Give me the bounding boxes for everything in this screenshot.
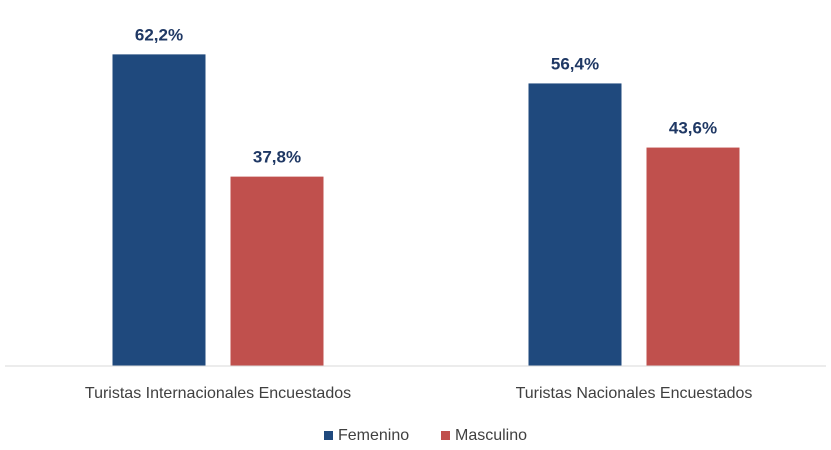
value-label-masculino-internacionales: 37,8% (253, 148, 301, 167)
value-label-femenino-nacionales: 56,4% (551, 54, 599, 73)
legend: Femenino Masculino (324, 427, 527, 444)
bar-femenino-nacionales (528, 83, 622, 366)
legend-swatch-masculino (441, 431, 450, 440)
legend-swatch-femenino (324, 431, 333, 440)
category-label-internacionales: Turistas Internacionales Encuestados (85, 385, 351, 402)
legend-label-femenino: Femenino (338, 427, 409, 444)
value-label-masculino-nacionales: 43,6% (669, 119, 717, 138)
category-label-nacionales: Turistas Nacionales Encuestados (516, 385, 753, 402)
bar-femenino-internacionales (112, 54, 206, 367)
bar-masculino-internacionales (230, 176, 324, 366)
legend-label-masculino: Masculino (455, 427, 527, 444)
category-labels-group: Turistas Internacionales Encuestados Tur… (85, 385, 753, 402)
value-labels-group: 62,2% 56,4% 37,8% 43,6% (135, 25, 717, 166)
bars-group (112, 54, 740, 367)
bar-masculino-nacionales (646, 147, 740, 366)
value-label-femenino-internacionales: 62,2% (135, 25, 183, 44)
